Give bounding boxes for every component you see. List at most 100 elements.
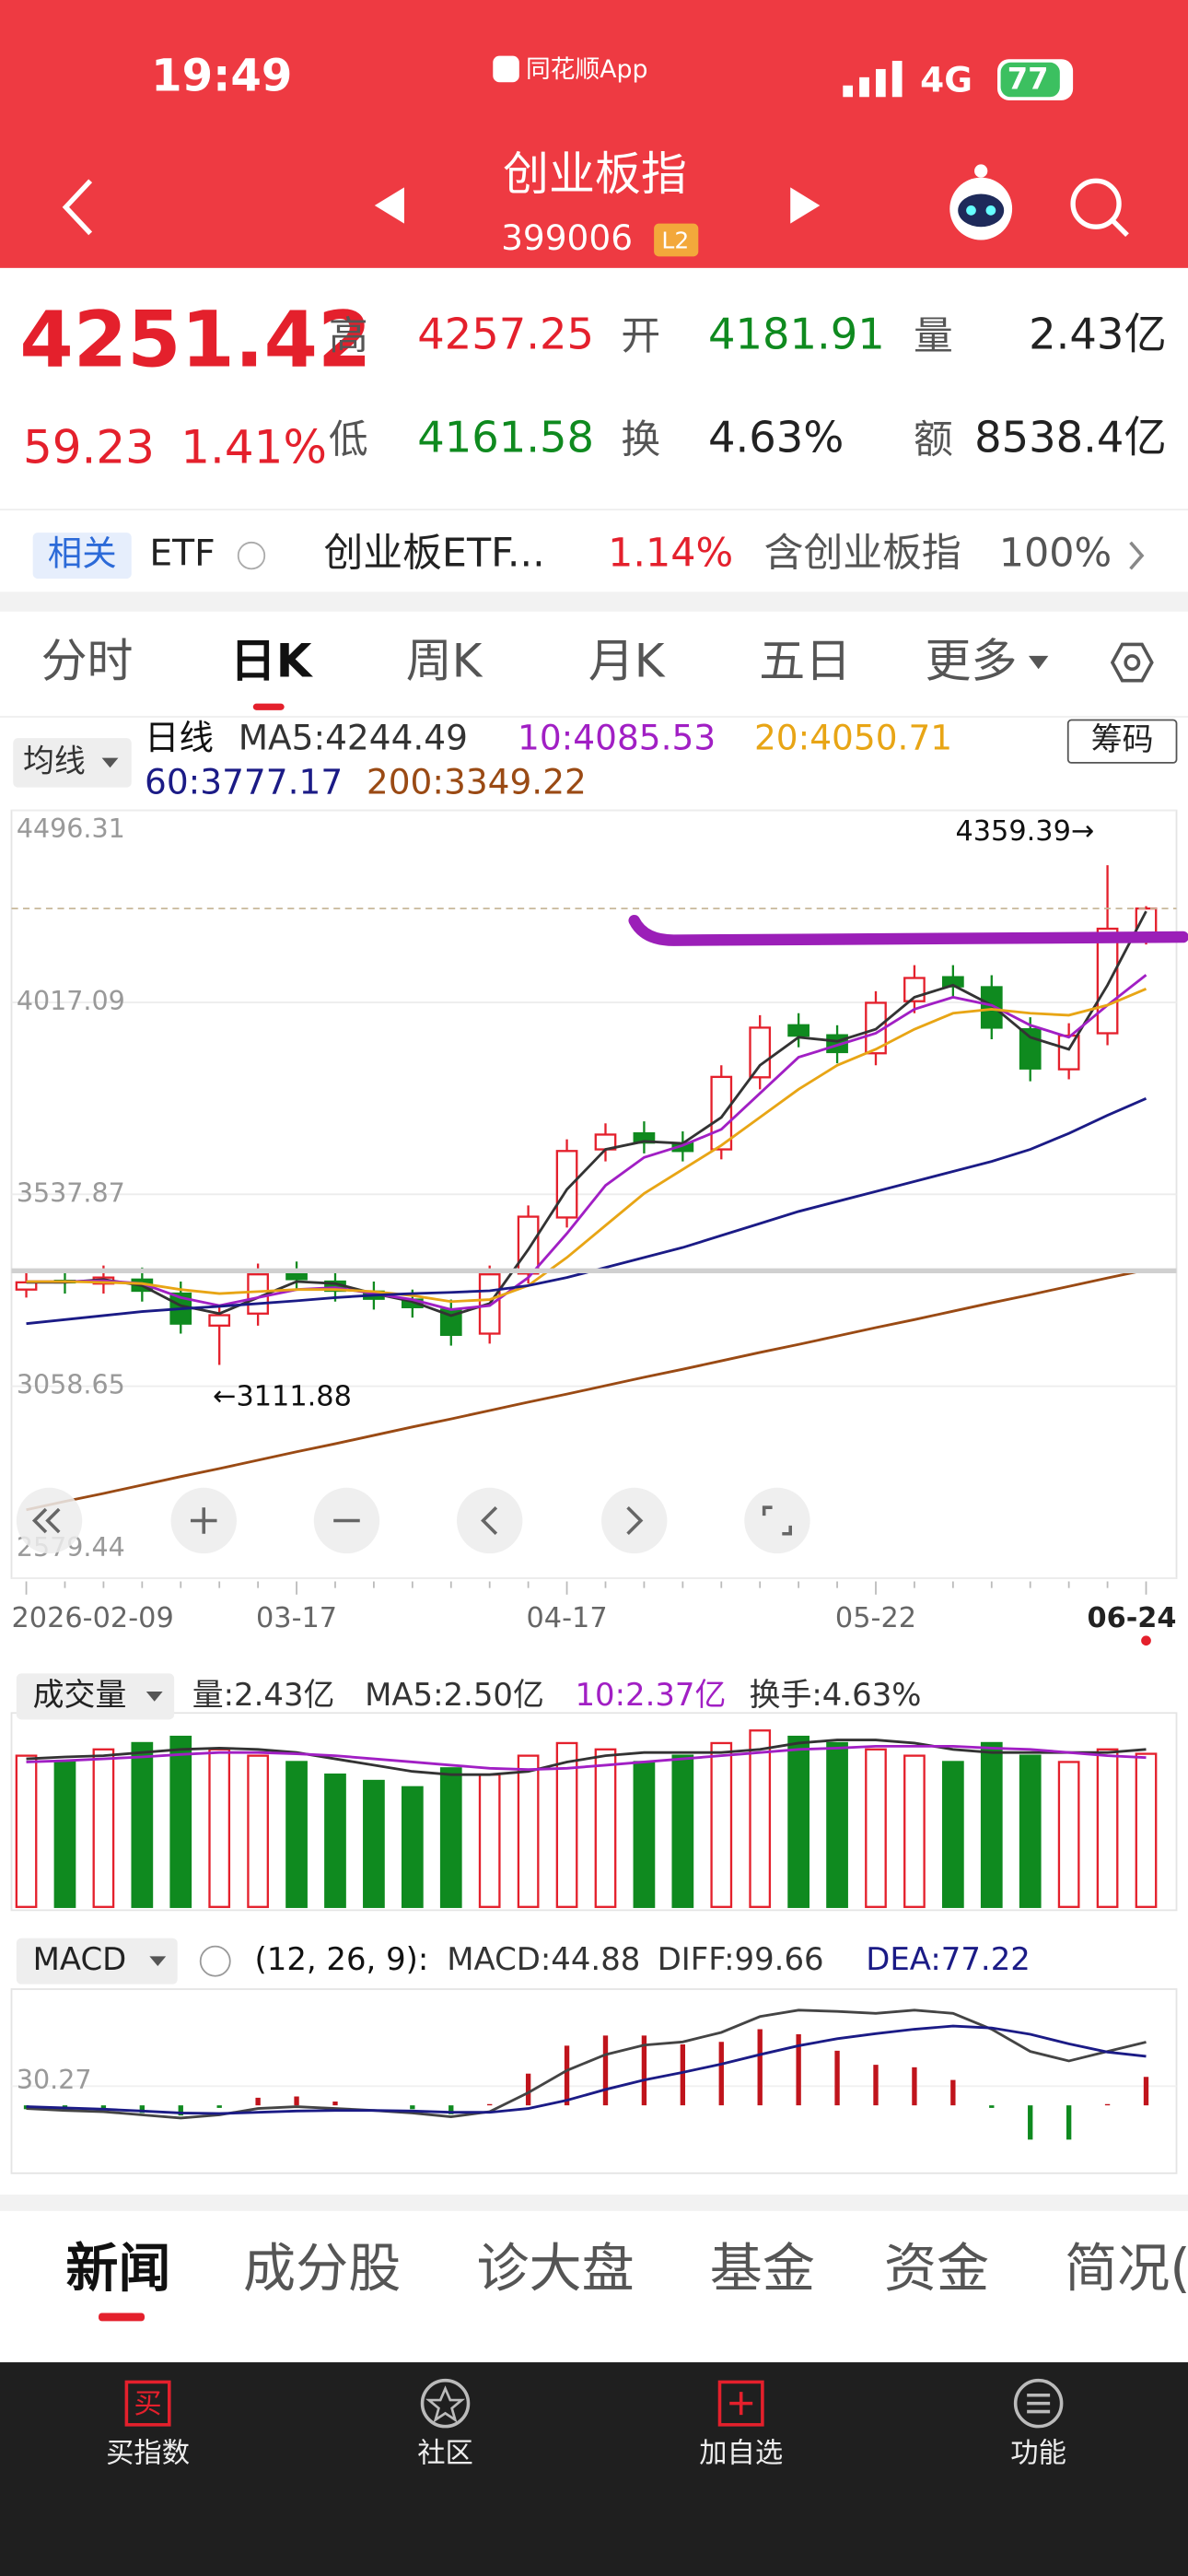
price: 4251.42 (19, 295, 371, 385)
y-tick-label: 30.27 (17, 2065, 92, 2095)
nav-label[interactable]: 功能 (1010, 2437, 1066, 2469)
stat-label: 额 (914, 416, 953, 463)
nav-icon[interactable] (420, 2378, 471, 2429)
dropdown-arrow (149, 1956, 167, 1967)
chevron[interactable] (1129, 541, 1145, 570)
volume-bar (439, 1767, 462, 1908)
nav-label[interactable]: 加自选 (699, 2437, 783, 2469)
etf-tag: 相关 (48, 533, 117, 574)
current-dot (1141, 1635, 1151, 1646)
nav-label[interactable]: 社区 (417, 2437, 473, 2469)
stat-value: 4257.25 (417, 309, 594, 358)
tab[interactable]: 分时 (41, 634, 134, 687)
macd-title[interactable]: MACD (33, 1941, 127, 1977)
volume-chart (15, 1729, 1158, 1908)
turnover: 换手:4.63% (750, 1677, 922, 1713)
legend-entry: 200:3349.22 (367, 762, 587, 802)
section-tab-active[interactable]: 新闻 (65, 2239, 170, 2300)
nav-icon-plus (729, 2392, 753, 2416)
macd-label: MACD:44.88 (447, 1941, 640, 1977)
dropdown-arrow (1028, 655, 1049, 670)
candle-body (787, 1024, 810, 1037)
volume-bar (749, 1729, 772, 1908)
separator (0, 2195, 1188, 2211)
control-button[interactable] (457, 1487, 523, 1554)
ma-selector[interactable]: 均线 (23, 743, 86, 779)
stat-value: 4161.58 (417, 413, 594, 463)
search-icon[interactable] (1070, 178, 1129, 238)
section-tab[interactable]: 诊大盘 (476, 2239, 634, 2300)
section-tab[interactable]: 基金 (710, 2239, 815, 2300)
etf-tag-bg (32, 533, 132, 580)
help-icon[interactable] (199, 1945, 231, 1977)
volume-bar (671, 1754, 694, 1908)
ma-line (26, 1268, 1147, 1512)
etf-name[interactable]: 创业板ETF... (323, 531, 544, 577)
chart-controls (16, 1487, 810, 1554)
control-button[interactable] (601, 1487, 668, 1554)
section-tab[interactable]: 资金 (884, 2239, 989, 2300)
tab-active[interactable]: 日K (230, 634, 314, 687)
nav-icon[interactable] (717, 2380, 764, 2427)
stat-label: 高 (329, 313, 368, 359)
chip-text[interactable]: 筹码 (1091, 721, 1154, 757)
ma-line (26, 974, 1147, 1311)
legend-entry: 10:4085.53 (518, 717, 716, 757)
info-icon[interactable] (237, 541, 266, 570)
stat-label: 低 (329, 416, 368, 463)
tab[interactable]: 更多 (926, 634, 1018, 687)
volume-bar (92, 1748, 115, 1908)
volume-bar (15, 1754, 38, 1908)
selector-bg[interactable] (16, 1673, 175, 1720)
ma-line (26, 2008, 1147, 2120)
volume-bar (285, 1761, 308, 1908)
volume-bar (710, 1741, 733, 1908)
prev-button[interactable] (374, 187, 404, 224)
y-tick-label: 4017.09 (17, 986, 125, 1016)
control-button[interactable] (744, 1487, 810, 1554)
nav-bg (0, 2362, 1188, 2576)
chip-button[interactable] (1066, 719, 1178, 764)
change-percent: 1.41% (181, 420, 327, 474)
stat-label: 换 (621, 416, 660, 463)
tab[interactable]: 五日 (759, 634, 851, 687)
candle-body (555, 1150, 578, 1219)
volume-title[interactable]: 成交量 (33, 1677, 127, 1713)
legend-entry: 60:3777.17 (145, 762, 343, 802)
tab[interactable]: 月K (588, 634, 666, 687)
etf-weight: 100% (999, 531, 1112, 577)
tab[interactable]: 周K (406, 634, 483, 687)
volume-bar (247, 1754, 269, 1908)
y-tick-label: 4496.31 (17, 814, 125, 844)
selector-bg[interactable] (16, 1938, 178, 1985)
volume-bar (865, 1748, 887, 1908)
nav-label[interactable]: 买指数 (106, 2437, 190, 2469)
volume-bar (363, 1779, 385, 1908)
stat-value: 4181.91 (708, 309, 885, 358)
volume-bar (53, 1761, 76, 1908)
candle-body (1057, 1034, 1080, 1071)
nav-icon[interactable] (124, 2380, 171, 2427)
section-tab[interactable]: 成分股 (243, 2239, 401, 2300)
selector-bg[interactable] (13, 738, 132, 788)
settings-icon[interactable] (1110, 642, 1154, 683)
signal-icon (843, 61, 903, 98)
settings-icon-core (1124, 654, 1141, 671)
status-app: 同花顺App (526, 55, 648, 84)
macd-frame (10, 1988, 1178, 2174)
next-button[interactable] (790, 187, 821, 224)
stat-value: 2.43亿 (1029, 309, 1167, 358)
nav-icon[interactable] (1013, 2378, 1064, 2429)
x-tick-label: 06-24 (1088, 1602, 1177, 1634)
back-button[interactable] (62, 179, 93, 236)
volume-bar (787, 1735, 810, 1908)
annotation: 4359.39→ (955, 815, 1094, 848)
section-tab[interactable]: 简况( (1065, 2239, 1188, 2300)
stat-label: 量 (914, 313, 953, 359)
volume-bar (478, 1773, 501, 1908)
assistant-icon[interactable] (949, 164, 1013, 240)
x-tick-label: 2026-02-09 (11, 1602, 173, 1634)
etf-percent: 1.14% (608, 531, 733, 577)
etf-kind: ETF (149, 533, 215, 575)
